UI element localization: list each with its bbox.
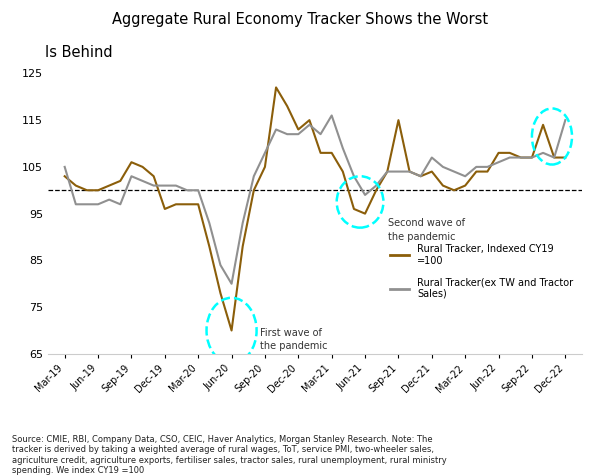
Legend: Rural Tracker, Indexed CY19
=100, Rural Tracker(ex TW and Tractor
Sales): Rural Tracker, Indexed CY19 =100, Rural …: [386, 240, 577, 303]
Text: Is Behind: Is Behind: [45, 45, 113, 60]
Text: Aggregate Rural Economy Tracker Shows the Worst: Aggregate Rural Economy Tracker Shows th…: [112, 12, 488, 27]
Text: Source: CMIE, RBI, Company Data, CSO, CEIC, Haver Analytics, Morgan Stanley Rese: Source: CMIE, RBI, Company Data, CSO, CE…: [12, 435, 447, 475]
Text: Second wave of
the pandemic: Second wave of the pandemic: [388, 218, 466, 242]
Text: First wave of
the pandemic: First wave of the pandemic: [260, 328, 328, 352]
